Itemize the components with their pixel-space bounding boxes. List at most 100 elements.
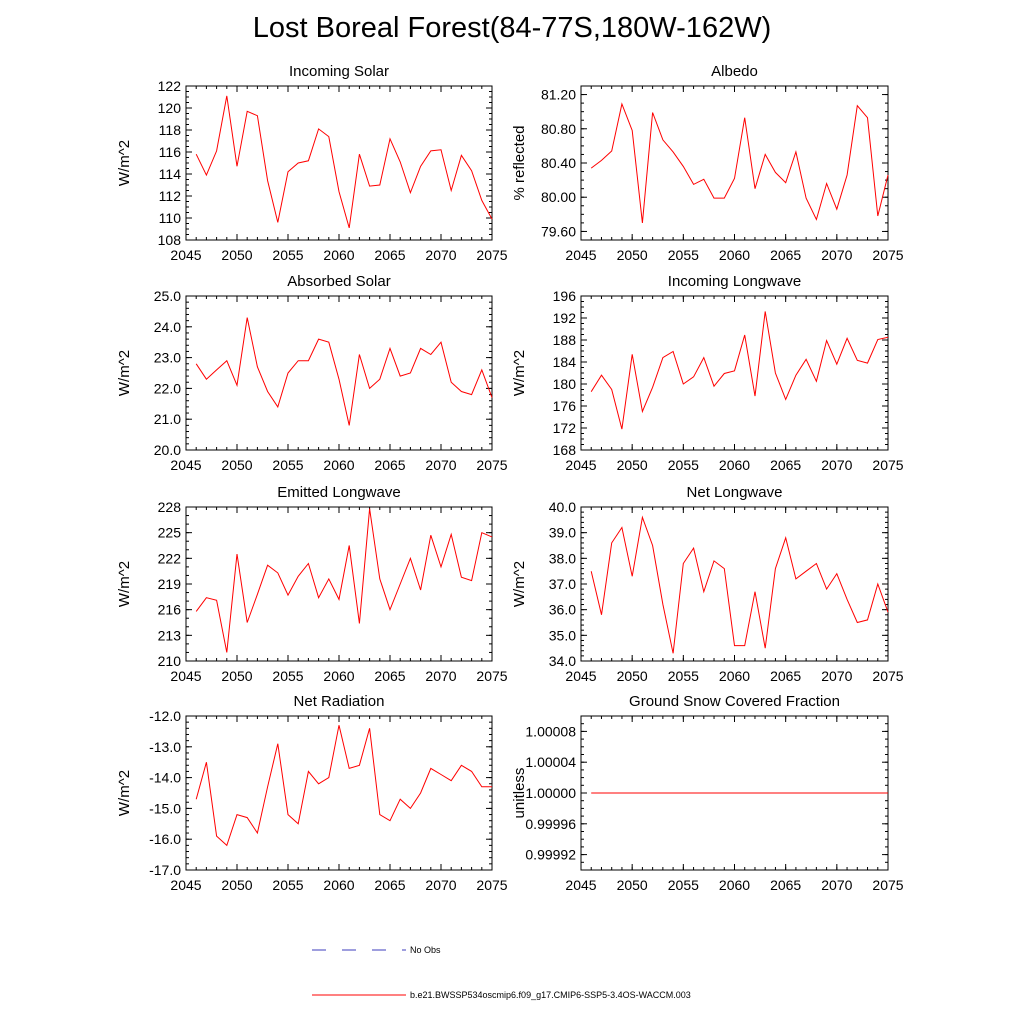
y-tick-label: 196 (553, 288, 577, 304)
x-tick-label: 2055 (668, 247, 699, 263)
y-axis-label: W/m^2 (116, 350, 133, 396)
x-tick-label: 2055 (272, 457, 303, 473)
x-tick-label: 2060 (323, 668, 354, 684)
y-tick-label: -17.0 (149, 862, 181, 878)
x-tick-label: 2065 (374, 877, 405, 893)
y-tick-label: -13.0 (149, 739, 181, 755)
x-tick-label: 2050 (617, 668, 648, 684)
x-tick-label: 2065 (374, 457, 405, 473)
y-axis-label: W/m^2 (116, 770, 133, 816)
x-tick-label: 2060 (719, 668, 750, 684)
chart-incoming-solar: 2045 2050 2055 2060 2065 2070 2075 108 110 112 114… (116, 63, 508, 263)
y-tick-label: 40.0 (549, 499, 576, 515)
x-tick-label: 2045 (170, 247, 201, 263)
x-tick-label: 2045 (565, 457, 596, 473)
x-tick-label: 2050 (221, 668, 252, 684)
y-tick-label: 210 (158, 653, 182, 669)
x-tick-label: 2050 (617, 457, 648, 473)
y-tick-label: 36.0 (549, 602, 576, 618)
chart-net-longwave: 2045 2050 2055 2060 2065 2070 2075 34.0 35.0 36.0… (511, 484, 904, 684)
y-tick-label: 80.00 (541, 189, 576, 205)
x-tick-label: 2075 (872, 457, 903, 473)
y-tick-label: 120 (158, 100, 182, 116)
y-tick-label: 188 (553, 332, 577, 348)
x-tick-label: 2070 (425, 247, 456, 263)
y-tick-label: 184 (553, 354, 577, 370)
x-tick-label: 2070 (821, 457, 852, 473)
series-line-model (195, 317, 493, 426)
y-tick-label: 1.00008 (525, 723, 576, 739)
panel-title: Absorbed Solar (287, 273, 390, 290)
panel-title: Ground Snow Covered Fraction (629, 693, 840, 710)
y-axis-label: unitless (511, 768, 528, 819)
x-tick-label: 2075 (476, 877, 507, 893)
panel-title: Incoming Solar (289, 63, 389, 80)
y-tick-label: 180 (553, 376, 577, 392)
y-axis-label: W/m^2 (116, 561, 133, 607)
x-tick-label: 2050 (617, 247, 648, 263)
y-tick-label: 80.80 (541, 121, 576, 137)
x-tick-label: 2075 (872, 877, 903, 893)
legend-obs-label: No Obs (410, 945, 441, 955)
legend-model-label: b.e21.BWSSP534oscmip6.f09_g17.CMIP6-SSP5… (410, 990, 691, 1000)
x-tick-label: 2075 (476, 247, 507, 263)
y-tick-label: 108 (158, 232, 182, 248)
y-axis-label: % reflected (511, 125, 528, 200)
panel-title: Albedo (711, 63, 758, 80)
y-tick-label: -15.0 (149, 800, 181, 816)
x-tick-label: 2055 (668, 457, 699, 473)
y-tick-label: 122 (158, 78, 182, 94)
y-tick-label: 216 (158, 602, 182, 618)
y-tick-label: 81.20 (541, 87, 576, 103)
series-line-model (590, 515, 889, 654)
x-tick-label: 2070 (821, 668, 852, 684)
y-tick-label: 118 (159, 122, 182, 138)
y-tick-label: 225 (158, 525, 182, 541)
y-axis-label: W/m^2 (511, 350, 528, 396)
x-tick-label: 2070 (821, 877, 852, 893)
y-tick-label: 25.0 (154, 288, 181, 304)
chart-ground-snow-covered-fraction: 2045 2050 2055 2060 2065 2070 2075 0.99992 0.999… (511, 693, 904, 893)
chart-absorbed-solar: 2045 2050 2055 2060 2065 2070 2075 20.0 21.0 22.0… (116, 273, 508, 473)
y-tick-label: 228 (158, 499, 182, 515)
x-tick-label: 2060 (323, 877, 354, 893)
x-tick-label: 2045 (170, 668, 201, 684)
x-tick-label: 2045 (170, 877, 201, 893)
x-tick-label: 2060 (719, 247, 750, 263)
x-tick-label: 2050 (221, 247, 252, 263)
x-tick-label: 2065 (770, 247, 801, 263)
y-tick-label: 20.0 (154, 442, 181, 458)
y-tick-label: -12.0 (149, 708, 181, 724)
x-tick-label: 2055 (272, 247, 303, 263)
y-tick-label: 112 (159, 188, 182, 204)
x-tick-label: 2060 (323, 457, 354, 473)
x-tick-label: 2065 (770, 668, 801, 684)
chart-net-radiation: 2045 2050 2055 2060 2065 2070 2075 -17.0 -16.0 -1… (116, 693, 508, 893)
y-tick-label: 213 (158, 627, 182, 643)
series-line-model (590, 311, 889, 430)
series-line-model (590, 102, 889, 223)
y-tick-label: 80.40 (541, 155, 576, 171)
x-tick-label: 2060 (719, 457, 750, 473)
chart-albedo: 2045 2050 2055 2060 2065 2070 2075 79.60 80.00 80… (511, 63, 904, 263)
x-tick-label: 2070 (425, 668, 456, 684)
x-tick-label: 2065 (374, 247, 405, 263)
x-tick-label: 2075 (476, 457, 507, 473)
x-tick-label: 2050 (221, 877, 252, 893)
x-tick-label: 2065 (770, 457, 801, 473)
chart-emitted-longwave: 2045 2050 2055 2060 2065 2070 2075 210 213 216 219… (116, 484, 508, 684)
figure-title: Lost Boreal Forest(84-77S,180W-162W) (252, 12, 772, 44)
x-tick-label: 2075 (476, 668, 507, 684)
y-tick-label: 38.0 (549, 550, 576, 566)
y-tick-label: 168 (553, 442, 577, 458)
x-tick-label: 2070 (425, 877, 456, 893)
y-tick-label: 172 (553, 420, 577, 436)
series-line-model (195, 95, 493, 229)
panel-title: Incoming Longwave (668, 273, 801, 290)
y-tick-label: 1.00000 (525, 785, 576, 801)
panel-title: Emitted Longwave (277, 484, 400, 501)
y-tick-label: 23.0 (154, 350, 181, 366)
y-tick-label: -16.0 (149, 831, 181, 847)
y-tick-label: 39.0 (549, 525, 576, 541)
y-tick-label: 114 (159, 166, 182, 182)
